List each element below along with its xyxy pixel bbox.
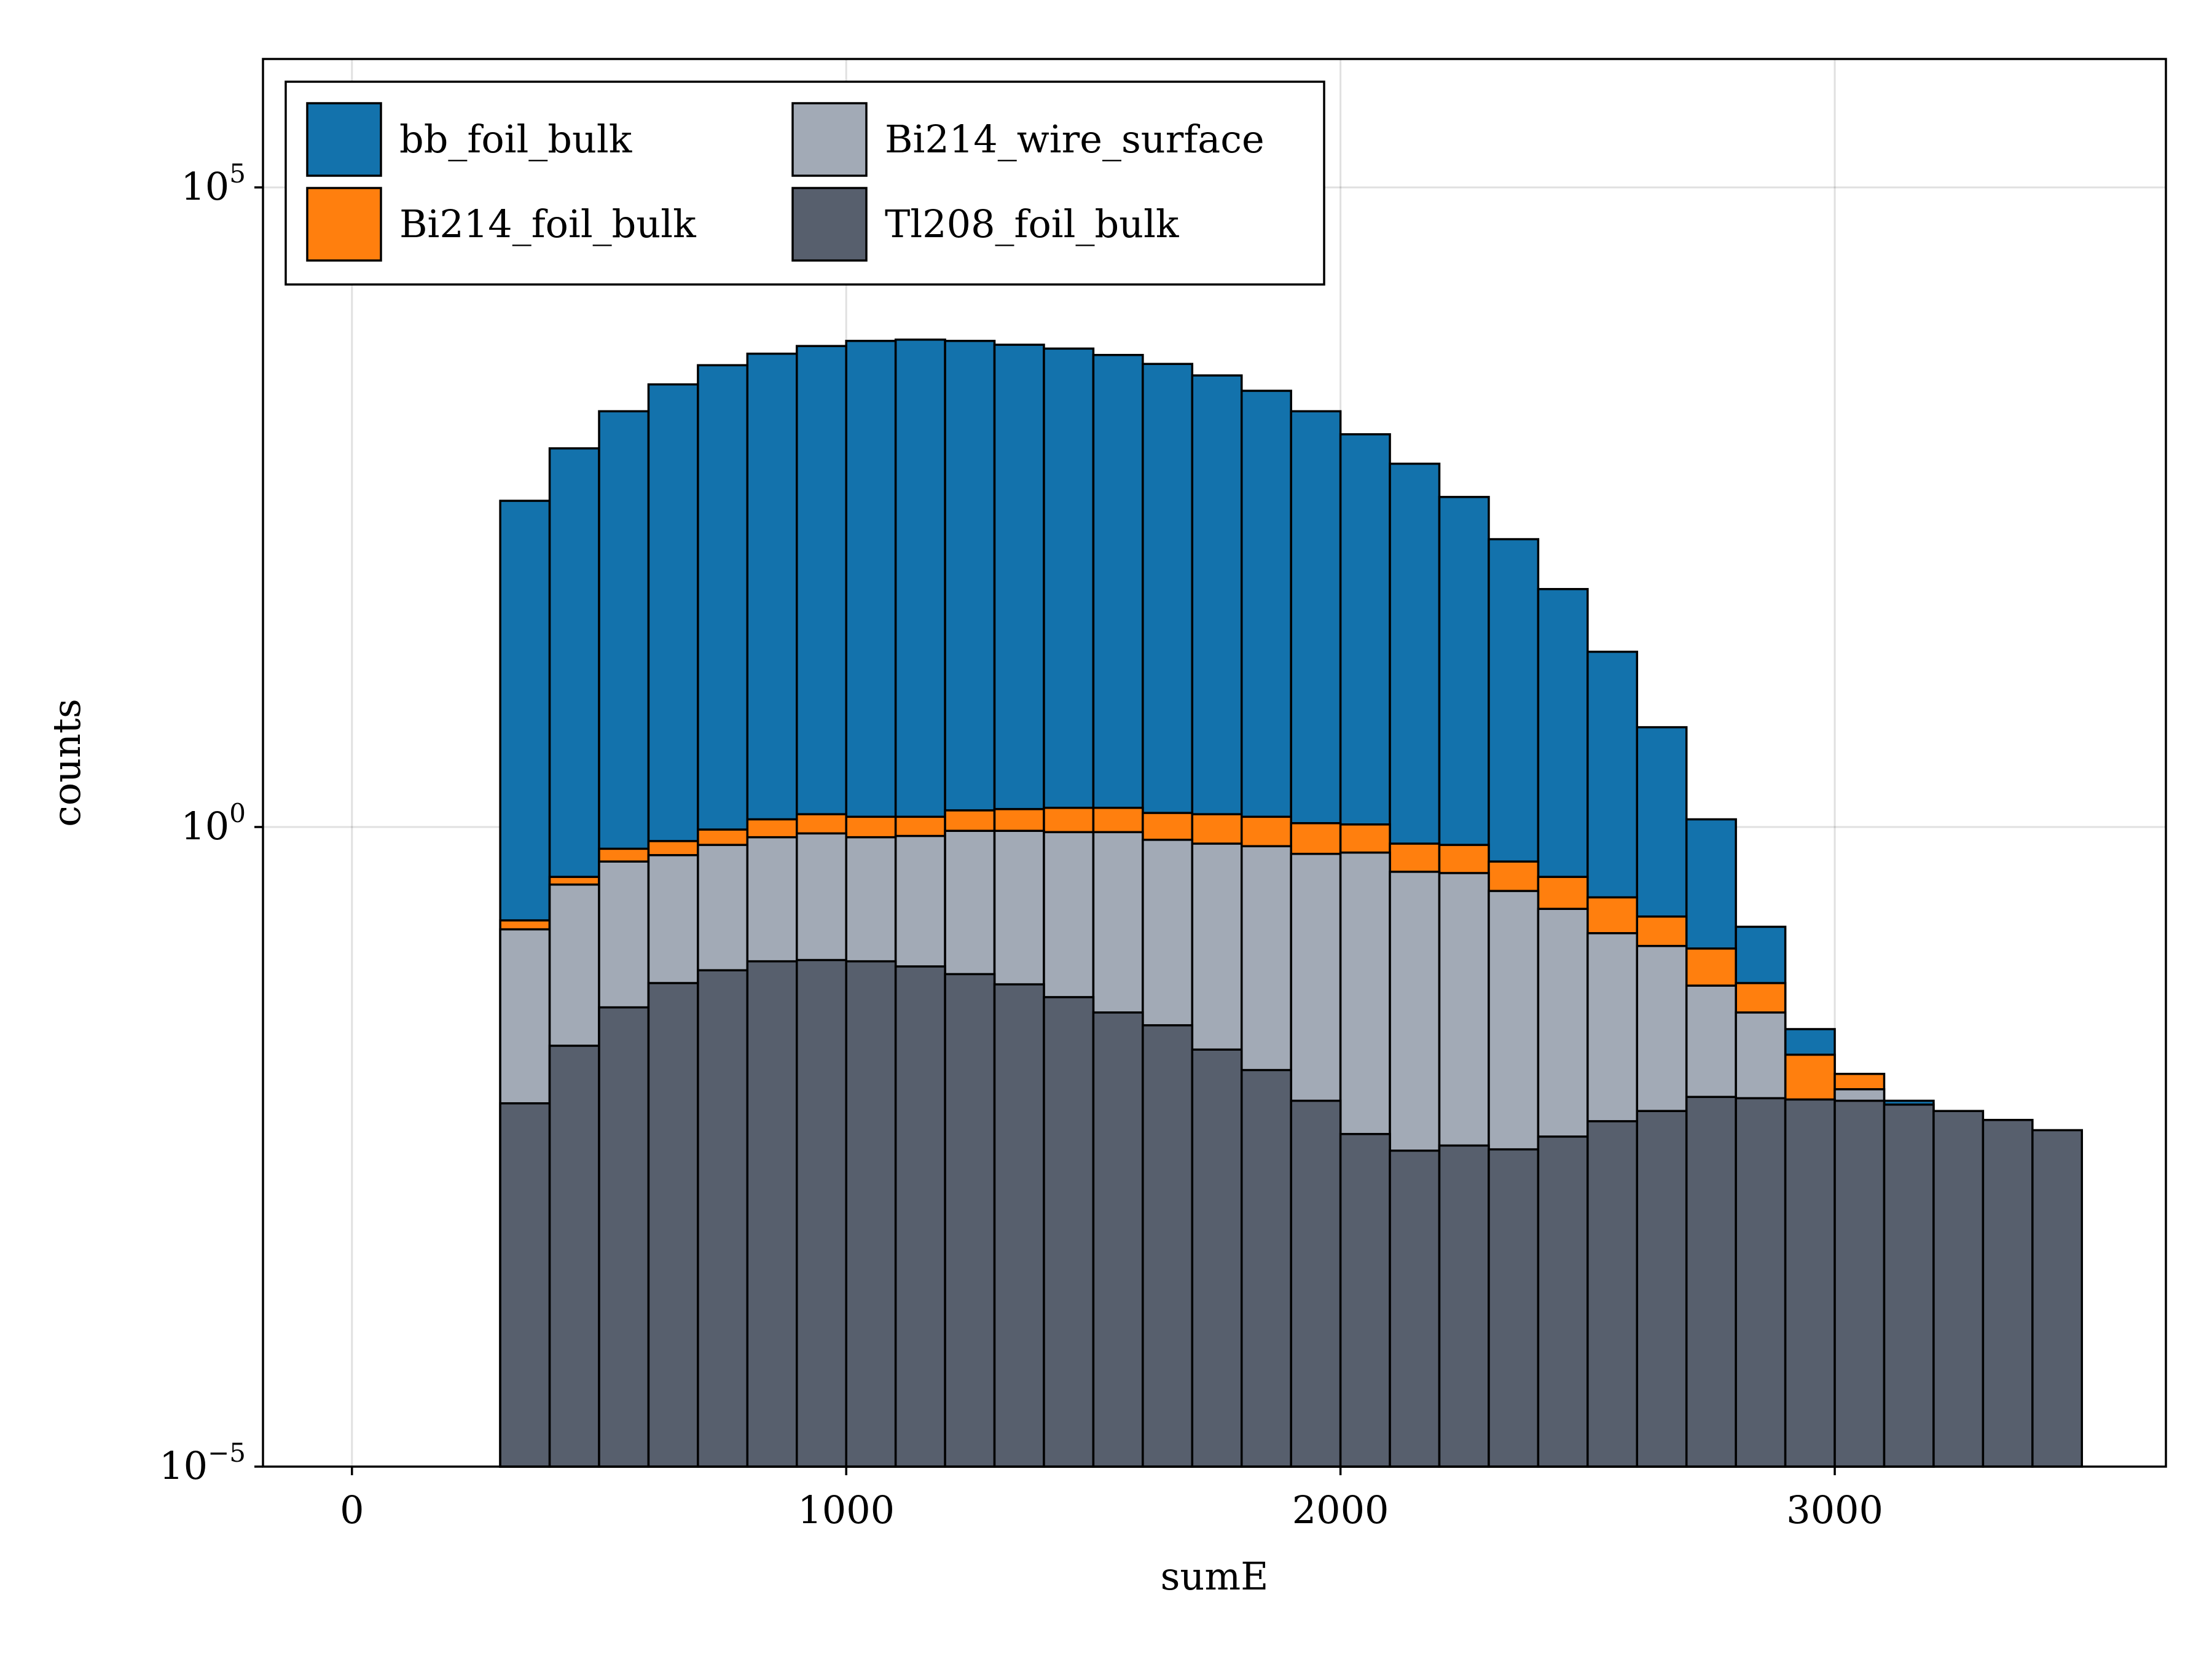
legend-item: Bi214_wire_surface xyxy=(791,102,1265,177)
x-axis-label: sumE xyxy=(1161,1554,1269,1599)
legend-swatch xyxy=(306,187,382,262)
bar xyxy=(746,960,798,1468)
bar xyxy=(1389,1149,1441,1468)
legend-label: bb_foil_bulk xyxy=(399,117,632,162)
bar xyxy=(1092,1011,1144,1468)
legend-label: Bi214_wire_surface xyxy=(885,117,1265,162)
legend-label: Bi214_foil_bulk xyxy=(399,202,696,246)
bar xyxy=(1735,1097,1787,1468)
y-tick-label: 10−5 xyxy=(159,1438,246,1488)
bar xyxy=(548,1045,600,1468)
bar xyxy=(1982,1119,2034,1468)
axis-ticks: 0 1000 2000 3000 105 100 10−5 xyxy=(159,159,1883,1532)
plot-frame xyxy=(262,58,2167,1468)
bar xyxy=(944,973,996,1468)
bar xyxy=(796,958,847,1468)
bar xyxy=(1339,1132,1391,1468)
legend-swatch xyxy=(306,102,382,177)
bar xyxy=(1191,1048,1243,1468)
legend-item: bb_foil_bulk xyxy=(306,102,632,177)
bar xyxy=(1240,1068,1292,1468)
bar xyxy=(647,982,699,1468)
bar xyxy=(598,1006,650,1468)
bar xyxy=(894,965,946,1468)
bar xyxy=(697,969,749,1468)
bar xyxy=(1438,1144,1490,1468)
bar xyxy=(1784,1098,1836,1468)
legend-item: Bi214_foil_bulk xyxy=(306,187,696,262)
bar xyxy=(1488,1148,1540,1468)
series-Tl208_foil_bulk xyxy=(499,958,2083,1468)
bar xyxy=(2031,1129,2083,1468)
bar xyxy=(1537,1135,1589,1468)
bar xyxy=(1043,996,1095,1468)
bar xyxy=(499,1102,551,1468)
bar xyxy=(1636,1110,1688,1468)
bar xyxy=(1290,1099,1342,1468)
bar xyxy=(845,960,897,1468)
x-tick-label: 1000 xyxy=(798,1488,895,1532)
legend-item: Tl208_foil_bulk xyxy=(791,187,1179,262)
legend-swatch xyxy=(791,102,868,177)
y-tick-label: 105 xyxy=(181,159,246,209)
y-axis-label: counts xyxy=(44,699,89,827)
bar xyxy=(1932,1110,1985,1468)
bar xyxy=(1586,1120,1639,1468)
bar xyxy=(1142,1024,1194,1468)
x-tick-label: 0 xyxy=(340,1488,364,1532)
legend-label: Tl208_foil_bulk xyxy=(885,202,1179,246)
x-tick-label: 2000 xyxy=(1292,1488,1389,1532)
x-tick-label: 3000 xyxy=(1786,1488,1883,1532)
bar xyxy=(1685,1096,1737,1468)
bar xyxy=(1834,1099,1886,1468)
legend: bb_foil_bulk Bi214_foil_bulk Bi214_wire_su… xyxy=(284,80,1325,286)
bar xyxy=(993,983,1045,1468)
legend-swatch xyxy=(791,187,868,262)
histogram-bars xyxy=(499,339,2083,1468)
bar xyxy=(1883,1103,1935,1468)
y-tick-label: 100 xyxy=(181,798,246,849)
